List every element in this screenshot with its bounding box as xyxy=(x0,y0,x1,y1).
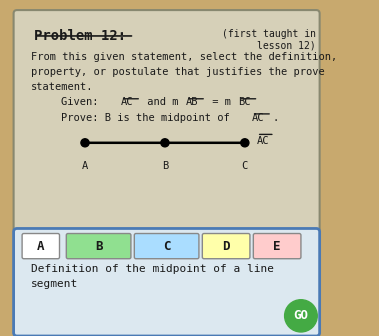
Text: E: E xyxy=(273,240,281,253)
Text: Definition of the midpoint of a line: Definition of the midpoint of a line xyxy=(31,264,274,274)
Text: .: . xyxy=(272,113,278,123)
Text: = m: = m xyxy=(206,97,231,108)
Text: From this given statement, select the definition,: From this given statement, select the de… xyxy=(31,52,337,62)
Circle shape xyxy=(161,139,169,147)
Text: AC: AC xyxy=(252,113,264,123)
Text: Prove: B is the midpoint of: Prove: B is the midpoint of xyxy=(61,113,236,123)
FancyBboxPatch shape xyxy=(14,228,319,336)
Text: property, or postulate that justifies the prove: property, or postulate that justifies th… xyxy=(31,67,324,77)
Text: B: B xyxy=(162,161,168,171)
FancyBboxPatch shape xyxy=(14,10,319,232)
Text: Given:: Given: xyxy=(61,97,105,108)
Text: C: C xyxy=(242,161,248,171)
FancyBboxPatch shape xyxy=(22,234,60,259)
Text: segment: segment xyxy=(31,279,78,289)
Text: and m: and m xyxy=(141,97,179,108)
Circle shape xyxy=(285,300,317,332)
FancyBboxPatch shape xyxy=(253,234,301,259)
FancyBboxPatch shape xyxy=(134,234,199,259)
Text: GO: GO xyxy=(293,309,309,322)
Text: (first taught in
lesson 12): (first taught in lesson 12) xyxy=(222,29,316,50)
Text: A: A xyxy=(37,240,45,253)
FancyBboxPatch shape xyxy=(66,234,131,259)
Text: AC: AC xyxy=(121,97,133,108)
Text: B: B xyxy=(95,240,102,253)
FancyBboxPatch shape xyxy=(202,234,250,259)
Text: Problem 12:: Problem 12: xyxy=(34,29,126,43)
Text: statement.: statement. xyxy=(31,82,93,92)
Circle shape xyxy=(241,139,249,147)
Circle shape xyxy=(81,139,89,147)
Text: BC: BC xyxy=(238,97,251,108)
Text: AC: AC xyxy=(257,136,269,146)
Text: A: A xyxy=(82,161,88,171)
Text: AB: AB xyxy=(186,97,199,108)
Text: D: D xyxy=(222,240,230,253)
Text: C: C xyxy=(163,240,171,253)
